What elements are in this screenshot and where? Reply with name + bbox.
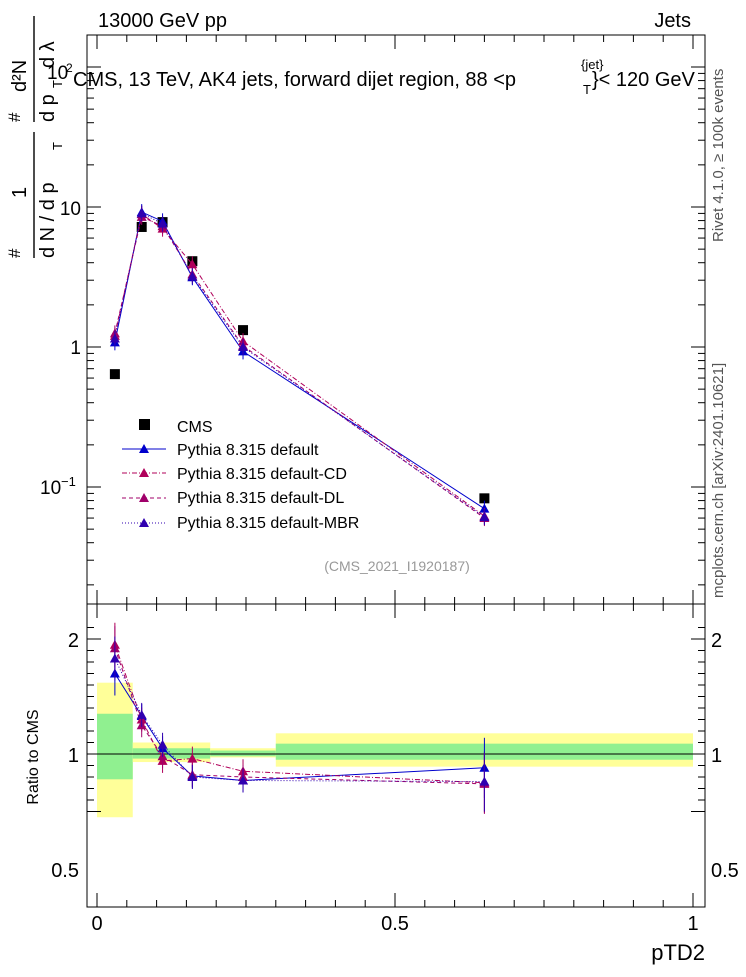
cms-point-5 xyxy=(479,493,490,504)
ylabel-dn: d N / d p xyxy=(37,182,59,258)
legend-marker-dl xyxy=(139,493,149,502)
ratio-ticks xyxy=(87,604,705,907)
main-series xyxy=(109,204,490,527)
ratio-point-mbr-3 xyxy=(187,772,198,781)
ratio-ytick-labels: 0.5 1 2 0.5 1 2 xyxy=(51,630,739,882)
main-ylabel: # 1 d N / d p T # d²N d p T d λ xyxy=(5,16,65,258)
ratio-ytick-label-left-1: 1 xyxy=(68,745,79,767)
ratio-ytick-label-left-0.5: 0.5 xyxy=(51,860,79,882)
xtick-label-1: 1 xyxy=(687,913,698,935)
main-ticks xyxy=(87,35,705,604)
cms-point-4 xyxy=(238,325,249,336)
ylabel-hash1: # xyxy=(5,248,24,258)
cms-point-1 xyxy=(136,221,147,232)
legend-marker-default xyxy=(139,444,149,453)
legend-label-cd: Pythia 8.315 default-CD xyxy=(177,466,347,483)
plot-title: 2 CMS, 13 TeV, AK4 jets, forward dijet r… xyxy=(66,57,696,97)
point-cd-3 xyxy=(187,259,198,269)
analysis-watermark: (CMS_2021_I1920187) xyxy=(324,558,470,574)
ylabel-dl: d λ xyxy=(37,41,59,68)
ytick-label-1: 1 xyxy=(70,338,81,359)
ratio-point-mbr-2 xyxy=(157,739,168,749)
ytick-label-10: 10 xyxy=(60,199,81,220)
xtick-label-0: 0 xyxy=(91,913,102,935)
ratio-ytick-label-right-0.5: 0.5 xyxy=(711,860,739,882)
ratio-line-default xyxy=(114,673,485,781)
point-mbr-4 xyxy=(238,342,249,351)
rivet-label: Rivet 4.1.0, ≥ 100k events xyxy=(710,69,727,242)
ratio-point-mbr-1 xyxy=(136,709,147,719)
band-inner-0 xyxy=(97,713,133,780)
ylabel-dp: d p xyxy=(37,94,59,122)
ratio-ytick-label-right-2: 2 xyxy=(711,630,722,652)
ratio-point-cd-3 xyxy=(187,753,198,763)
legend-marker-mbr xyxy=(139,518,149,527)
point-mbr-2 xyxy=(157,218,168,228)
ratio-frame xyxy=(86,603,706,908)
cms-point-0 xyxy=(109,369,120,380)
mcplots-label: mcplots.cern.ch [arXiv:2401.10621] xyxy=(710,363,727,598)
ratio-series xyxy=(109,622,490,814)
header-right: Jets xyxy=(654,10,691,32)
legend-label-default: Pythia 8.315 default xyxy=(177,442,319,459)
series-line-default xyxy=(114,211,485,510)
title-main: CMS, 13 TeV, AK4 jets, forward dijet reg… xyxy=(73,69,516,91)
legend-label-cms: CMS xyxy=(177,419,213,436)
legend-marker-cd xyxy=(139,468,149,477)
main-yticklabels: 10 2 10 1 10 −1 xyxy=(40,63,81,499)
title-sub: T xyxy=(583,82,591,97)
point-mbr-5 xyxy=(479,512,490,522)
point-mbr-3 xyxy=(187,271,198,281)
xtick-label-0.5: 0.5 xyxy=(381,913,409,935)
ylabel-t1: T xyxy=(50,142,65,150)
legend: CMS Pythia 8.315 default Pythia 8.315 de… xyxy=(122,419,359,532)
ratio-ytick-label-right-1: 1 xyxy=(711,745,722,767)
legend-label-mbr: Pythia 8.315 default-MBR xyxy=(177,515,359,532)
series-line-dl xyxy=(114,216,485,519)
ratio-point-mbr-4 xyxy=(238,775,249,785)
ratio-ylabel: Ratio to CMS xyxy=(25,709,42,804)
ytick-label-0.1: 10 xyxy=(40,478,61,499)
ratio-line-mbr xyxy=(114,658,485,783)
ratio-line-cd xyxy=(114,644,485,784)
title-exp: 2 xyxy=(66,61,73,75)
ratio-ytick-label-left-2: 2 xyxy=(68,630,79,652)
legend-marker-cms xyxy=(139,419,150,430)
band-inner-2 xyxy=(210,750,276,757)
ylabel-hash2: # xyxy=(5,112,24,122)
point-mbr-0 xyxy=(109,333,120,343)
legend-label-dl: Pythia 8.315 default-DL xyxy=(177,490,344,507)
point-mbr-1 xyxy=(136,208,147,218)
ylabel-t2: T xyxy=(50,80,65,88)
ratio-line-dl xyxy=(114,648,485,785)
ratio-xtick-labels: 0 0.5 1 xyxy=(91,913,698,935)
band-inner-1 xyxy=(132,748,211,759)
ratio-point-mbr-5 xyxy=(479,776,490,786)
ylabel-one: 1 xyxy=(9,187,31,198)
title-tail: }< 120 GeV xyxy=(592,69,696,91)
ytick-label-100: 10 xyxy=(47,63,68,84)
ylabel-d2n: d²N xyxy=(9,60,31,92)
x-axis-label: pTD2 xyxy=(651,940,705,965)
header-left: 13000 GeV pp xyxy=(98,10,227,32)
ytick-label-0.1-exp: −1 xyxy=(61,474,76,489)
title-sup: {jet} xyxy=(581,57,604,72)
ratio-point-mbr-0 xyxy=(109,653,120,663)
ratio-bands xyxy=(97,682,693,818)
